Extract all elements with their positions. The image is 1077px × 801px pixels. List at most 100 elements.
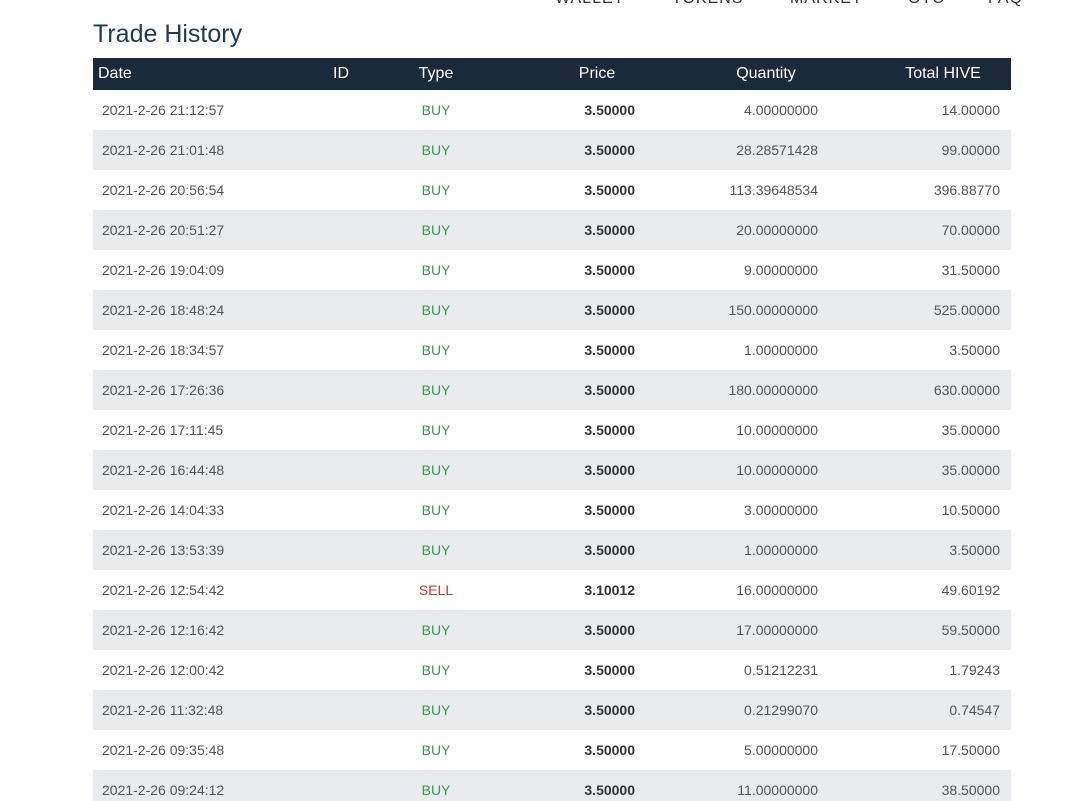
total-cell: 3.50000	[949, 542, 1000, 558]
column-header: Date	[98, 65, 132, 82]
price-cell: 3.50000	[584, 542, 635, 558]
type-cell: BUY	[421, 142, 451, 158]
total-cell: 17.50000	[941, 742, 1000, 758]
price-cell: 3.50000	[584, 382, 635, 398]
total-cell: 396.88770	[933, 182, 1000, 198]
quantity-cell: 3.00000000	[744, 502, 818, 518]
type-cell: BUY	[421, 662, 451, 678]
type-cell: BUY	[421, 542, 451, 558]
quantity-cell: 1.00000000	[744, 342, 818, 358]
quantity-cell: 0.51212231	[744, 662, 818, 678]
date-cell: 2021-2-26 16:44:48	[102, 462, 225, 478]
quantity-cell: 16.00000000	[736, 582, 818, 598]
type-cell: BUY	[421, 382, 451, 398]
quantity-cell: 17.00000000	[736, 622, 818, 638]
total-cell: 10.50000	[941, 502, 1000, 518]
date-cell: 2021-2-26 09:35:48	[102, 742, 225, 758]
date-cell: 2021-2-26 17:26:36	[102, 382, 225, 398]
nav-link[interactable]: OTC	[908, 0, 945, 8]
date-cell: 2021-2-26 17:11:45	[102, 422, 224, 438]
table-row: 2021-2-26 17:26:36 BUY 3.50000 180.00000000…	[93, 370, 1011, 410]
quantity-cell: 113.39648534	[729, 182, 819, 198]
type-cell: BUY	[421, 262, 451, 278]
date-cell: 2021-2-26 20:51:27	[102, 222, 225, 238]
date-cell: 2021-2-26 18:34:57	[102, 342, 225, 358]
type-cell: BUY	[421, 302, 451, 318]
quantity-cell: 150.00000000	[728, 302, 818, 318]
price-cell: 3.10012	[584, 582, 635, 598]
table-row: 2021-2-26 12:00:42 BUY 3.50000 0.51212231 1.…	[93, 650, 1011, 690]
total-cell: 99.00000	[941, 142, 1000, 158]
quantity-cell: 180.00000000	[728, 382, 818, 398]
total-cell: 49.60192	[941, 582, 1000, 598]
date-cell: 2021-2-26 18:48:24	[102, 302, 225, 318]
quantity-cell: 5.00000000	[744, 742, 818, 758]
column-header: ID	[333, 65, 349, 82]
type-cell: BUY	[421, 742, 451, 758]
total-cell: 38.50000	[941, 782, 1000, 798]
price-cell: 3.50000	[584, 142, 635, 158]
table-row: 2021-2-26 12:54:42 SELL 3.10012 16.00000000…	[93, 570, 1011, 610]
table-row: 2021-2-26 12:16:42 BUY 3.50000 17.00000000 5…	[93, 610, 1011, 650]
table-row: 2021-2-26 20:51:27 BUY 3.50000 20.00000000 7…	[93, 210, 1011, 250]
price-cell: 3.50000	[584, 102, 635, 118]
table-row: 2021-2-26 18:48:24 BUY 3.50000 150.00000000…	[93, 290, 1011, 330]
type-cell: BUY	[421, 702, 451, 718]
table-row: 2021-2-26 13:53:39 BUY 3.50000 1.00000000 3.…	[93, 530, 1011, 570]
date-cell: 2021-2-26 12:16:42	[102, 622, 225, 638]
price-cell: 3.50000	[584, 422, 635, 438]
table-row: 2021-2-26 16:44:48 BUY 3.50000 10.00000000 3…	[93, 450, 1011, 490]
nav-link[interactable]: FAQ	[988, 0, 1023, 8]
nav-link[interactable]: TOKENS	[672, 0, 744, 8]
date-cell: 2021-2-26 20:56:54	[102, 182, 225, 198]
column-header: Price	[578, 65, 616, 82]
table-row: 2021-2-26 17:11:45 BUY 3.50000 10.00000000 3…	[93, 410, 1011, 450]
table-row: 2021-2-26 20:56:54 BUY 3.50000 113.39648534…	[93, 170, 1011, 210]
total-cell: 31.50000	[941, 262, 1000, 278]
type-cell: BUY	[421, 422, 451, 438]
type-cell: BUY	[421, 102, 451, 118]
price-cell: 3.50000	[584, 182, 635, 198]
column-header: Total HIVE	[905, 65, 981, 82]
total-cell: 630.00000	[933, 382, 1000, 398]
total-cell: 525.00000	[933, 302, 1000, 318]
quantity-cell: 10.00000000	[736, 462, 818, 478]
table-row: 2021-2-26 19:04:09 BUY 3.50000 9.00000000 31…	[93, 250, 1011, 290]
quantity-cell: 28.28571428	[736, 142, 818, 158]
total-cell: 59.50000	[941, 622, 1000, 638]
price-cell: 3.50000	[584, 662, 635, 678]
date-cell: 2021-2-26 19:04:09	[102, 262, 225, 278]
column-header: Type	[418, 65, 454, 82]
price-cell: 3.50000	[584, 222, 635, 238]
price-cell: 3.50000	[584, 262, 635, 278]
quantity-cell: 4.00000000	[744, 102, 818, 118]
type-cell: BUY	[421, 502, 451, 518]
date-cell: 2021-2-26 14:04:33	[102, 502, 225, 518]
total-cell: 1.79243	[949, 662, 1000, 678]
type-cell: SELL	[418, 582, 454, 598]
total-cell: 14.00000	[941, 102, 1000, 118]
quantity-cell: 11.00000000	[737, 782, 818, 798]
nav-link[interactable]: WALLET	[555, 0, 624, 8]
type-cell: BUY	[421, 462, 451, 478]
quantity-cell: 9.00000000	[744, 262, 818, 278]
price-cell: 3.50000	[584, 622, 635, 638]
date-cell: 2021-2-26 11:32:48	[102, 702, 224, 718]
table-row: 2021-2-26 11:32:48 BUY 3.50000 0.21299070 0.…	[93, 690, 1011, 730]
type-cell: BUY	[421, 342, 451, 358]
price-cell: 3.50000	[584, 342, 635, 358]
table-row: 2021-2-26 14:04:33 BUY 3.50000 3.00000000 10…	[93, 490, 1011, 530]
price-cell: 3.50000	[584, 462, 635, 478]
date-cell: 2021-2-26 09:24:12	[102, 782, 225, 798]
date-cell: 2021-2-26 13:53:39	[102, 542, 225, 558]
table-row: 2021-2-26 18:34:57 BUY 3.50000 1.00000000 3.…	[93, 330, 1011, 370]
total-cell: 35.00000	[941, 422, 1000, 438]
table-row: 2021-2-26 09:24:12 BUY 3.50000 11.00000000 3…	[93, 770, 1011, 801]
date-cell: 2021-2-26 12:54:42	[102, 582, 225, 598]
page-title: Trade History	[93, 20, 243, 48]
type-cell: BUY	[421, 222, 451, 238]
price-cell: 3.50000	[584, 742, 635, 758]
date-cell: 2021-2-26 21:12:57	[102, 102, 225, 118]
nav-link[interactable]: MARKET	[790, 0, 863, 8]
